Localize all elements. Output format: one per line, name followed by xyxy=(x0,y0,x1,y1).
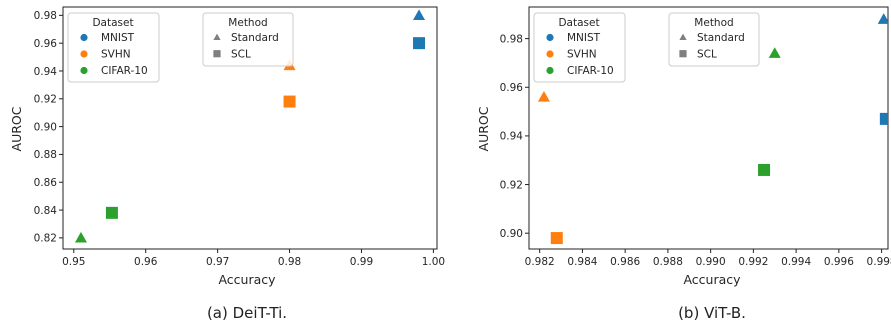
legend-marker-mnist-vit-b xyxy=(546,33,554,42)
legend-label-mnist-deit-ti: MNIST xyxy=(101,32,135,44)
x-tick-label-deit-ti: 0.95 xyxy=(62,256,85,268)
point-svhn-standard-vit-b xyxy=(537,90,550,102)
x-tick-label-vit-b: 0.990 xyxy=(696,256,726,268)
point-mnist-scl-deit-ti xyxy=(413,37,426,50)
x-tick-label-vit-b: 0.996 xyxy=(824,256,854,268)
panel-deit-ti: 0.95 0.96 0.97 0.98 0.99 1.00 0.82 0.84 0.86 0.88… xyxy=(9,6,445,322)
legend-label-scl-vit-b: SCL xyxy=(697,49,717,61)
x-axis-label-deit-ti: Accuracy xyxy=(218,272,276,287)
y-axis-label-vit-b: AUROC xyxy=(476,106,491,151)
x-tick-label-vit-b: 0.992 xyxy=(738,256,768,268)
point-mnist-scl-vit-b xyxy=(879,112,888,125)
x-axis-label-vit-b: Accuracy xyxy=(683,272,741,287)
legend-dataset-vit-b: Dataset MNIST SVHN CIFAR-10 xyxy=(533,12,626,83)
x-tick-label-deit-ti: 0.98 xyxy=(278,256,301,268)
legend-title-method-deit-ti: Method xyxy=(228,17,267,29)
legend-marker-scl-vit-b xyxy=(679,50,687,58)
legend-marker-svhn-deit-ti xyxy=(80,50,88,58)
points-deit-ti xyxy=(74,9,426,243)
legend-label-cifar-10-deit-ti: CIFAR-10 xyxy=(101,65,148,77)
legend-label-svhn-deit-ti: SVHN xyxy=(101,49,131,61)
point-mnist-standard-vit-b xyxy=(877,13,888,24)
y-tick-label-deit-ti: 0.92 xyxy=(34,94,57,106)
legend-box-dataset-vit-b xyxy=(533,12,626,83)
point-svhn-scl-deit-ti xyxy=(283,95,296,108)
y-axis-label-deit-ti: AUROC xyxy=(9,106,24,151)
x-tick-label-deit-ti: 0.96 xyxy=(134,256,158,268)
legend-label-scl-deit-ti: SCL xyxy=(231,49,251,61)
x-tick-label-deit-ti: 0.97 xyxy=(206,256,229,268)
x-tick-label-vit-b: 0.984 xyxy=(567,256,597,268)
y-tick-label-deit-ti: 0.90 xyxy=(34,121,57,133)
legend-marker-mnist-deit-ti xyxy=(80,33,88,42)
legend-marker-standard-deit-ti xyxy=(213,33,221,41)
y-tick-label-vit-b: 0.94 xyxy=(500,131,524,143)
caption-deit-ti: (a) DeiT-Ti. xyxy=(207,304,287,322)
legend-label-standard-deit-ti: Standard xyxy=(231,32,279,44)
x-tick-label-vit-b: 0.986 xyxy=(610,256,640,268)
point-cifar-10-scl-deit-ti xyxy=(105,206,118,219)
point-mnist-standard-deit-ti xyxy=(413,9,426,21)
x-tick-label-vit-b: 0.982 xyxy=(525,256,555,268)
y-tick-label-vit-b: 0.92 xyxy=(500,179,523,191)
y-tick-label-deit-ti: 0.98 xyxy=(34,10,57,22)
legend-marker-scl-deit-ti xyxy=(213,50,221,58)
point-svhn-scl-vit-b xyxy=(550,232,563,245)
y-tick-label-deit-ti: 0.86 xyxy=(34,177,58,189)
plot-area-deit-ti: 0.95 0.96 0.97 0.98 0.99 1.00 0.82 0.84 0.86 0.88… xyxy=(34,6,445,268)
point-cifar-10-standard-deit-ti xyxy=(74,231,87,243)
y-tick-label-deit-ti: 0.94 xyxy=(34,66,58,78)
plot-area-vit-b: 0.982 0.984 0.986 0.988 0.990 0.992 0.994 0.996… xyxy=(500,6,891,268)
legend-box-method-vit-b xyxy=(668,12,760,67)
x-tick-label-deit-ti: 0.99 xyxy=(350,256,373,268)
legend-box-method-deit-ti xyxy=(202,12,294,67)
y-tick-label-deit-ti: 0.82 xyxy=(34,233,57,245)
x-tick-label-deit-ti: 1.00 xyxy=(422,256,445,268)
point-cifar-10-scl-vit-b xyxy=(758,163,771,176)
panel-vit-b: 0.982 0.984 0.986 0.988 0.990 0.992 0.994 0.996… xyxy=(476,6,891,322)
legend-title-dataset-deit-ti: Dataset xyxy=(92,17,133,29)
legend-box-dataset-deit-ti xyxy=(67,12,160,83)
legend-marker-svhn-vit-b xyxy=(546,50,554,58)
y-tick-label-vit-b: 0.96 xyxy=(500,82,524,94)
points-vit-b xyxy=(537,13,888,245)
x-tick-label-vit-b: 0.994 xyxy=(781,256,811,268)
y-tick-label-deit-ti: 0.88 xyxy=(34,149,57,161)
legend-method-deit-ti: Method Standard SCL xyxy=(202,12,294,67)
legend-label-standard-vit-b: Standard xyxy=(697,32,745,44)
legend-marker-cifar-10-deit-ti xyxy=(80,66,88,75)
legend-method-vit-b: Method Standard SCL xyxy=(668,12,760,67)
y-tick-label-deit-ti: 0.84 xyxy=(34,205,58,217)
axes-frame-deit-ti xyxy=(62,6,438,250)
legend-title-dataset-vit-b: Dataset xyxy=(558,17,599,29)
legend-label-mnist-vit-b: MNIST xyxy=(567,32,601,44)
x-tick-label-vit-b: 0.998 xyxy=(867,256,891,268)
x-tick-label-vit-b: 0.988 xyxy=(653,256,683,268)
y-tick-label-vit-b: 0.90 xyxy=(500,228,523,240)
y-tick-label-deit-ti: 0.96 xyxy=(34,38,58,50)
legend-label-svhn-vit-b: SVHN xyxy=(567,49,597,61)
legend-label-cifar-10-vit-b: CIFAR-10 xyxy=(567,65,614,77)
legend-dataset-deit-ti: Dataset MNIST SVHN CIFAR-10 xyxy=(67,12,160,83)
axes-frame-vit-b xyxy=(528,6,889,250)
legend-title-method-vit-b: Method xyxy=(694,17,733,29)
legend-marker-cifar-10-vit-b xyxy=(546,66,554,75)
point-cifar-10-standard-vit-b xyxy=(768,47,781,58)
y-tick-label-vit-b: 0.98 xyxy=(500,33,523,45)
caption-vit-b: (b) ViT-B. xyxy=(678,304,746,322)
legend-marker-standard-vit-b xyxy=(679,33,687,41)
